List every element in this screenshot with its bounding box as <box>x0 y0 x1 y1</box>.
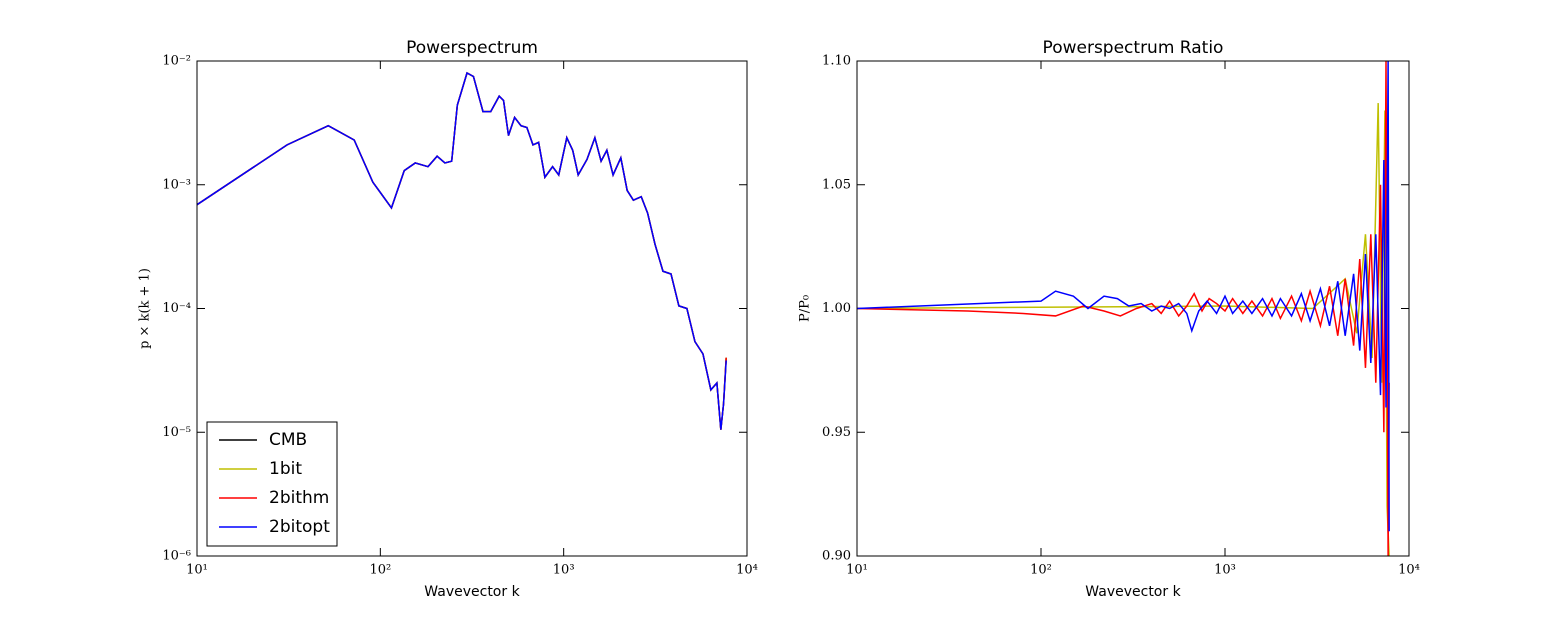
series-line <box>197 71 727 430</box>
chart-title: Powerspectrum Ratio <box>1043 38 1224 58</box>
legend-label: 2bitopt <box>269 517 330 537</box>
chart-title: Powerspectrum <box>406 38 538 58</box>
y-axis-label: P/P₀ <box>798 295 813 322</box>
legend-box <box>206 421 338 547</box>
y-tick-label: 10⁻³ <box>162 177 191 192</box>
x-axis-label: Wavevector k <box>1085 584 1181 600</box>
series-line <box>857 61 1390 532</box>
x-tick-label: 10² <box>1030 563 1052 578</box>
y-tick-label: 1.05 <box>822 177 851 192</box>
series-line <box>857 103 1390 556</box>
plot-area <box>197 71 727 430</box>
y-axis-label: p × k(k + 1) <box>138 268 153 349</box>
y-tick-label: 10⁻⁶ <box>162 549 191 564</box>
x-tick-label: 10³ <box>1214 563 1236 578</box>
y-tick-label: 1.10 <box>822 54 851 69</box>
series-line <box>857 61 1390 556</box>
x-axis-label: Wavevector k <box>424 584 520 600</box>
series-line <box>197 71 727 430</box>
y-tick-label: 0.95 <box>822 425 851 440</box>
y-tick-label: 1.00 <box>822 301 851 316</box>
y-tick-label: 10⁻² <box>162 54 191 69</box>
x-tick-label: 10¹ <box>846 563 868 578</box>
x-tick-label: 10³ <box>553 563 575 578</box>
series-line <box>197 71 727 430</box>
x-tick-label: 10⁴ <box>1398 563 1420 578</box>
x-tick-label: 10² <box>369 563 391 578</box>
legend-label: 2bithm <box>269 488 329 508</box>
legend-label: CMB <box>269 430 307 450</box>
y-tick-label: 10⁻⁴ <box>162 301 191 316</box>
y-tick-label: 10⁻⁵ <box>162 425 191 440</box>
plot-area <box>857 61 1390 556</box>
axes-frame <box>856 60 1410 557</box>
x-tick-label: 10⁴ <box>736 563 758 578</box>
axes-frame <box>196 60 748 557</box>
x-tick-label: 10¹ <box>186 563 208 578</box>
y-tick-label: 0.90 <box>822 549 851 564</box>
series-line <box>197 71 727 430</box>
legend-label: 1bit <box>269 459 302 479</box>
